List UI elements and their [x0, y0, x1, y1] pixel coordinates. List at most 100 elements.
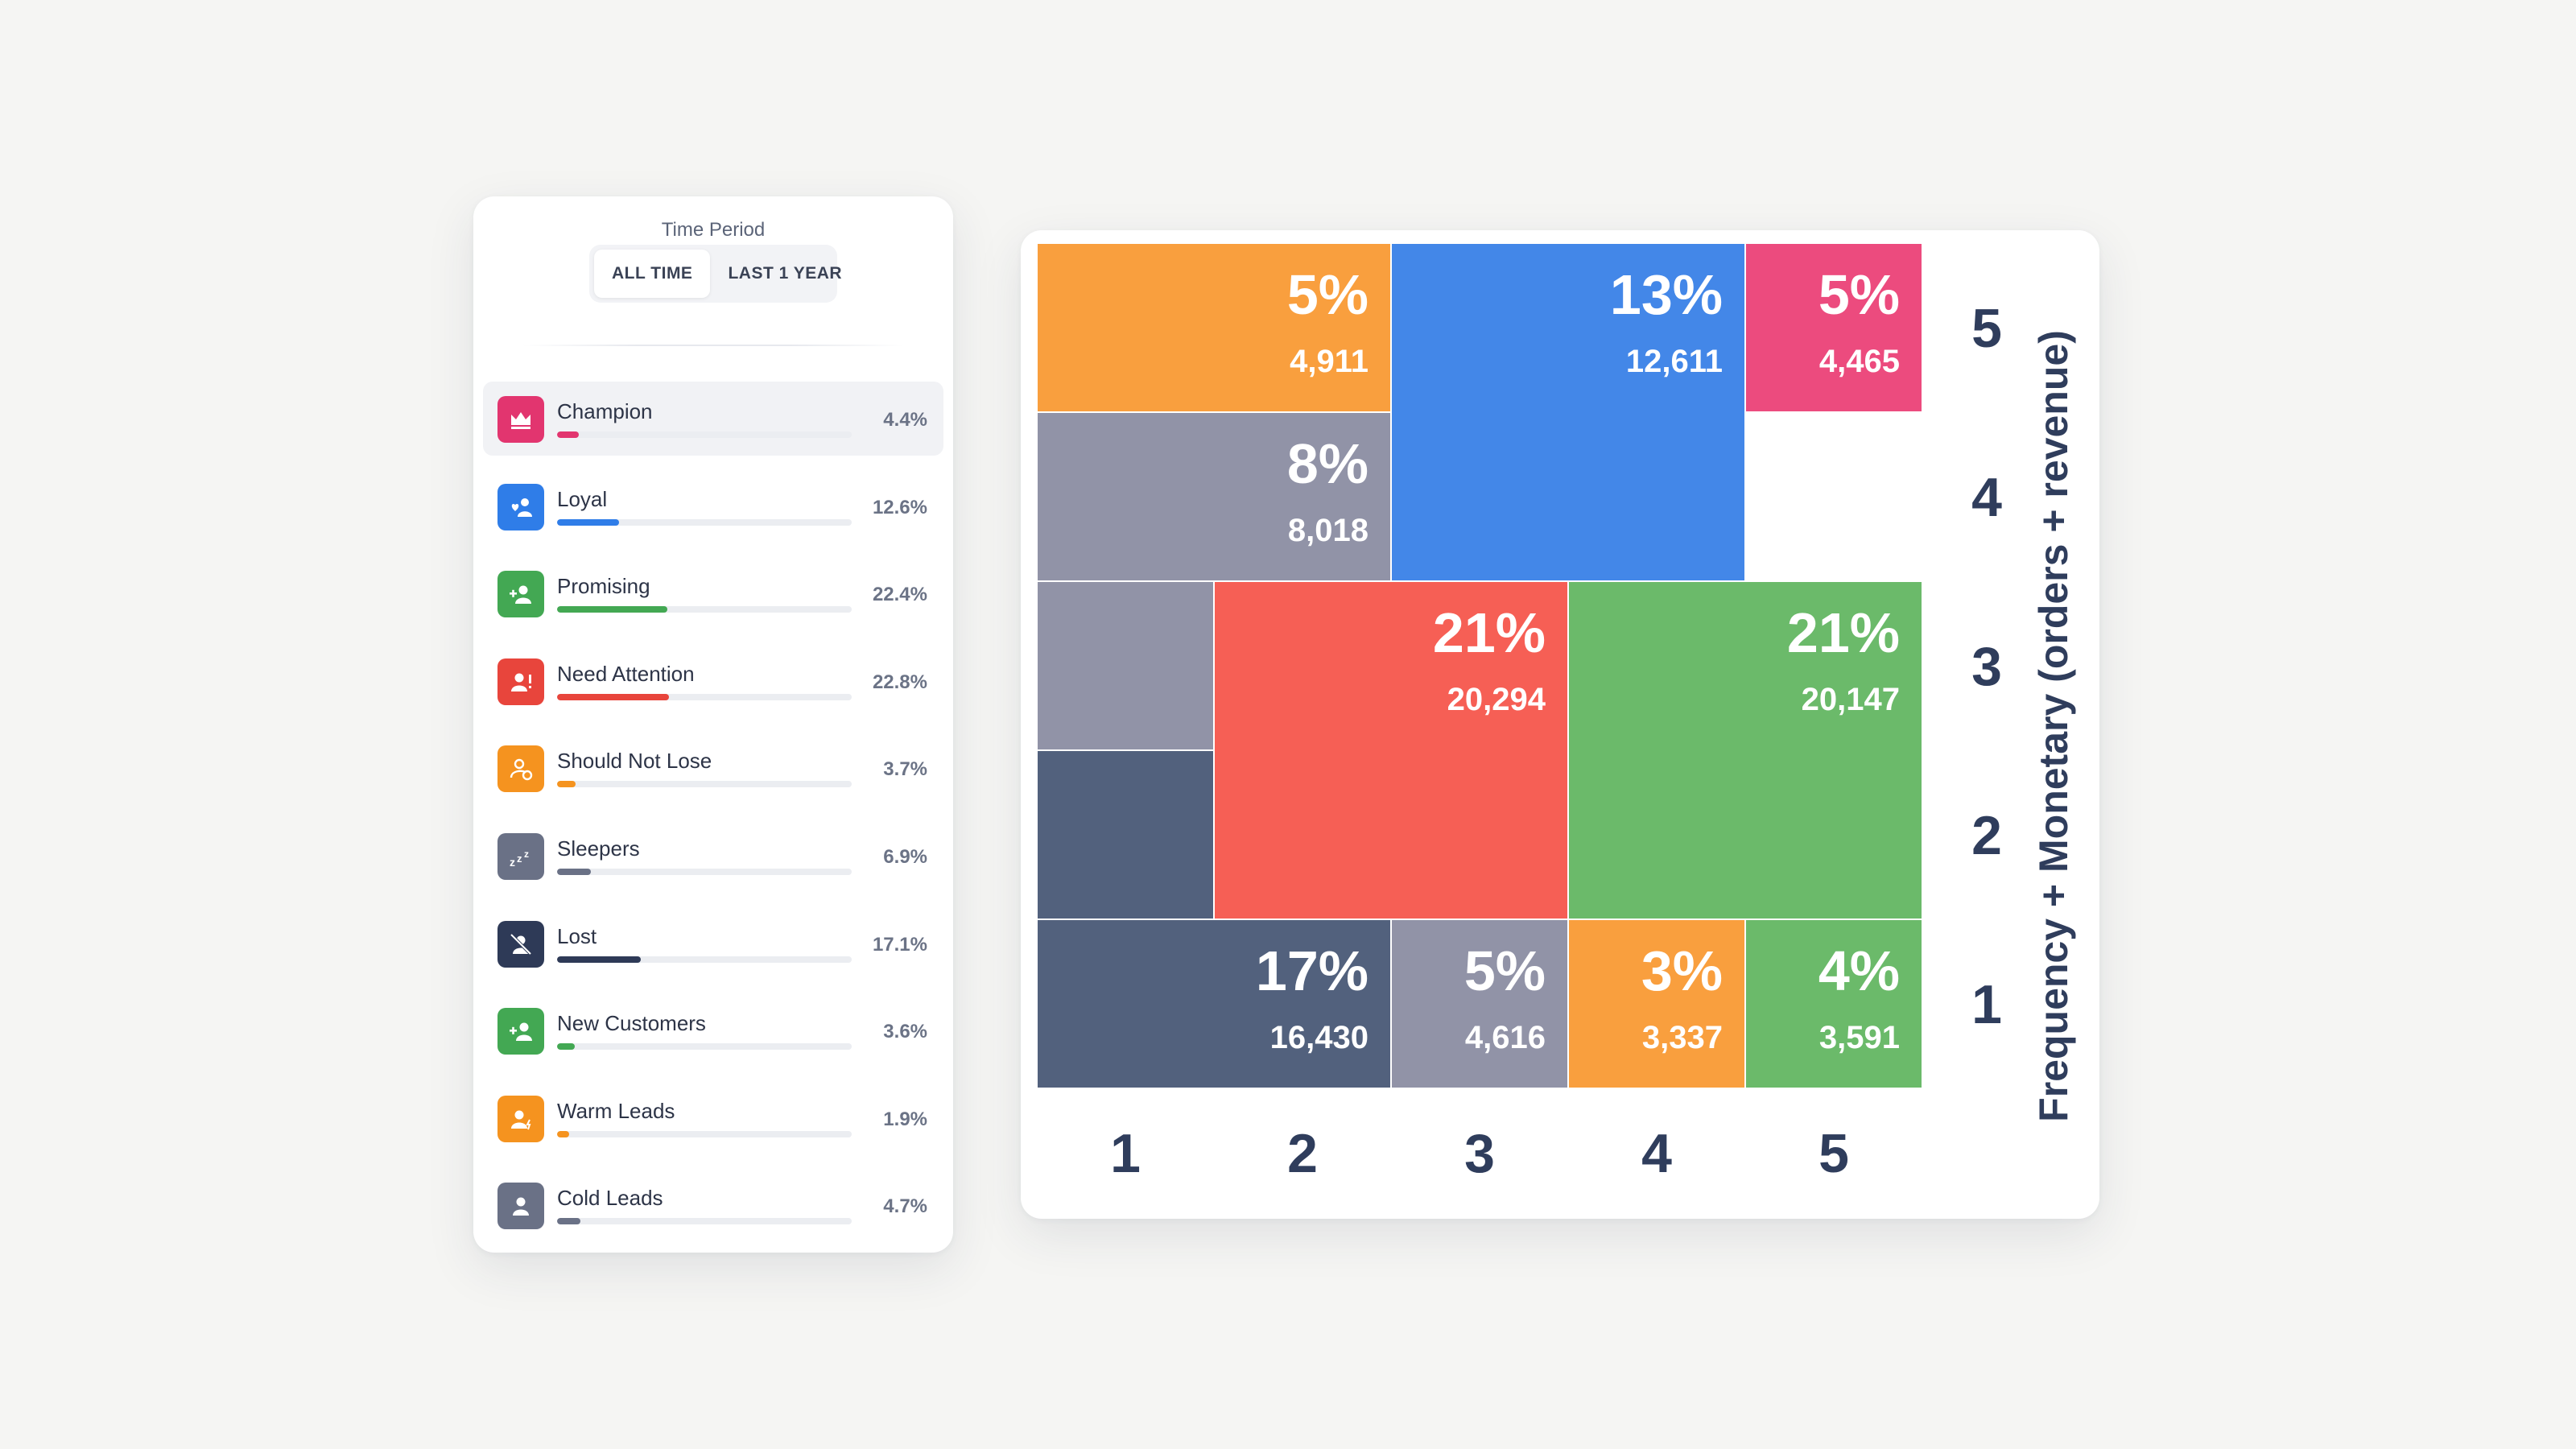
segment-row-loyal[interactable]: Loyal 12.6% [483, 469, 943, 543]
segment-row-champion[interactable]: Champion 4.4% [483, 382, 943, 456]
cell-count: 20,147 [1802, 682, 1900, 717]
segment-bar [557, 606, 852, 613]
segment-row-should-not-lose[interactable]: Should Not Lose 3.7% [483, 731, 943, 805]
segment-bar-fill [557, 693, 670, 700]
segment-row-lost[interactable]: Lost 17.1% [483, 906, 943, 980]
segment-name: Cold Leads [557, 1186, 663, 1211]
y-tick-label: 5 [1971, 298, 2002, 359]
segment-row-warm-leads[interactable]: Warm Leads 1.9% [483, 1081, 943, 1155]
x-tick-label: 4 [1641, 1123, 1672, 1184]
cell-percent: 13% [1610, 263, 1723, 326]
cell-new-customers[interactable]: 4% 3,591 [1744, 919, 1923, 1089]
cell-count: 8,018 [1288, 513, 1368, 548]
all-time-button[interactable]: ALL TIME [594, 250, 711, 298]
segment-name: Need Attention [557, 661, 695, 686]
segment-name: Loyal [557, 486, 608, 511]
cell-need-attention[interactable]: 21% 20,294 [1213, 580, 1569, 920]
cell-block [1744, 919, 1923, 1089]
segment-bar-fill [557, 1043, 575, 1051]
segment-bar [557, 431, 852, 438]
segment-row-promising[interactable]: Promising 22.4% [483, 556, 943, 630]
segment-row-new-customers[interactable]: New Customers 3.6% [483, 993, 943, 1067]
segment-percent: 22.4% [872, 584, 927, 606]
segment-bar-fill [557, 431, 579, 438]
y-tick-label: 4 [1971, 467, 2002, 528]
cell-promising[interactable]: 21% 20,147 [1567, 580, 1923, 920]
cell-lost[interactable]: 17% 16,430 [1036, 749, 1392, 1089]
cell-block [1390, 919, 1569, 1089]
user-cold-icon [497, 1183, 544, 1230]
user-plus-icon [497, 571, 544, 618]
cell-count: 4,465 [1819, 344, 1900, 379]
cell-count: 20,294 [1447, 682, 1546, 717]
segment-bar [557, 956, 852, 963]
segment-bar-fill [557, 956, 642, 963]
cell-percent: 21% [1433, 601, 1546, 664]
segment-percent: 12.6% [872, 496, 927, 518]
rfm-chart-card: 5% 4,911 13% 12,611 5% 4,465 8% 8,018 21% 20,294 2… [1021, 230, 2099, 1219]
cell-loyal[interactable]: 13% 12,611 [1390, 242, 1746, 582]
segment-row-need-attention[interactable]: Need Attention 22.8% [483, 644, 943, 718]
cell-block [1744, 242, 1923, 413]
segment-row-cold-leads[interactable]: Cold Leads 4.7% [483, 1168, 943, 1242]
segment-bar [557, 1218, 852, 1225]
segment-bar-fill [557, 1130, 569, 1137]
cell-count: 4,911 [1290, 344, 1368, 379]
cell-block [1036, 749, 1215, 920]
cell-count: 4,616 [1465, 1020, 1546, 1055]
segment-name: Should Not Lose [557, 749, 712, 774]
user-add-icon [497, 1008, 544, 1055]
segment-percent: 22.8% [872, 671, 927, 693]
y-axis-label: Frequency + Monetary (orders + revenue) [2031, 330, 2076, 1122]
cell-block [1567, 580, 1923, 920]
segment-bar [557, 781, 852, 788]
segment-bar-fill [557, 606, 667, 613]
cell-cold-leads[interactable]: 5% 4,616 [1390, 919, 1569, 1089]
segment-list: Champion 4.4% Loyal 12.6% Promising 22.4% Need… [483, 382, 943, 1256]
cell-warm-leads[interactable]: 3% 3,337 [1567, 919, 1746, 1089]
segment-percent: 3.7% [883, 758, 927, 781]
last-1-year-button[interactable]: LAST 1 YEAR [728, 264, 843, 283]
segment-name: Lost [557, 923, 597, 948]
user-off-icon [497, 920, 544, 968]
cell-block [1567, 919, 1746, 1089]
users-heart-icon [497, 483, 544, 530]
segment-panel: Time Period ALL TIME LAST 1 YEAR Champio… [473, 196, 953, 1253]
cell-champion[interactable]: 5% 4,465 [1744, 242, 1923, 413]
cell-percent: 8% [1287, 432, 1368, 495]
cell-block [1213, 580, 1569, 920]
cell-block [1036, 242, 1392, 413]
segment-name: Promising [557, 574, 650, 599]
segment-bar [557, 1130, 852, 1137]
cell-count: 16,430 [1270, 1020, 1368, 1055]
crown-icon [497, 396, 544, 443]
segment-name: Warm Leads [557, 1098, 675, 1123]
x-tick-label: 3 [1464, 1123, 1495, 1184]
cell-percent: 4% [1818, 939, 1900, 1002]
cell-block [1036, 919, 1392, 1089]
segment-percent: 4.7% [883, 1195, 927, 1218]
segment-percent: 1.9% [883, 1108, 927, 1130]
segment-row-sleepers[interactable]: z z z Sleepers 6.9% [483, 819, 943, 893]
cell-should-not-lose[interactable]: 5% 4,911 [1036, 242, 1392, 413]
cell-percent: 17% [1256, 939, 1368, 1002]
segment-bar-fill [557, 518, 619, 526]
user-alert-icon [497, 658, 544, 705]
cell-count: 3,337 [1642, 1020, 1723, 1055]
divider [522, 345, 905, 346]
x-tick-label: 1 [1110, 1123, 1141, 1184]
segment-bar [557, 693, 852, 700]
cell-percent: 5% [1464, 939, 1546, 1002]
cell-percent: 3% [1641, 939, 1723, 1002]
cell-percent: 5% [1818, 263, 1900, 326]
segment-name: Champion [557, 399, 653, 423]
user-refresh-icon [497, 745, 544, 793]
svg-text:z: z [517, 852, 522, 865]
segment-percent: 4.4% [883, 409, 927, 431]
x-tick-label: 5 [1818, 1123, 1849, 1184]
segment-bar [557, 1043, 852, 1051]
segment-bar-fill [557, 1218, 580, 1225]
segment-bar-fill [557, 781, 576, 788]
cell-block [1390, 242, 1746, 582]
